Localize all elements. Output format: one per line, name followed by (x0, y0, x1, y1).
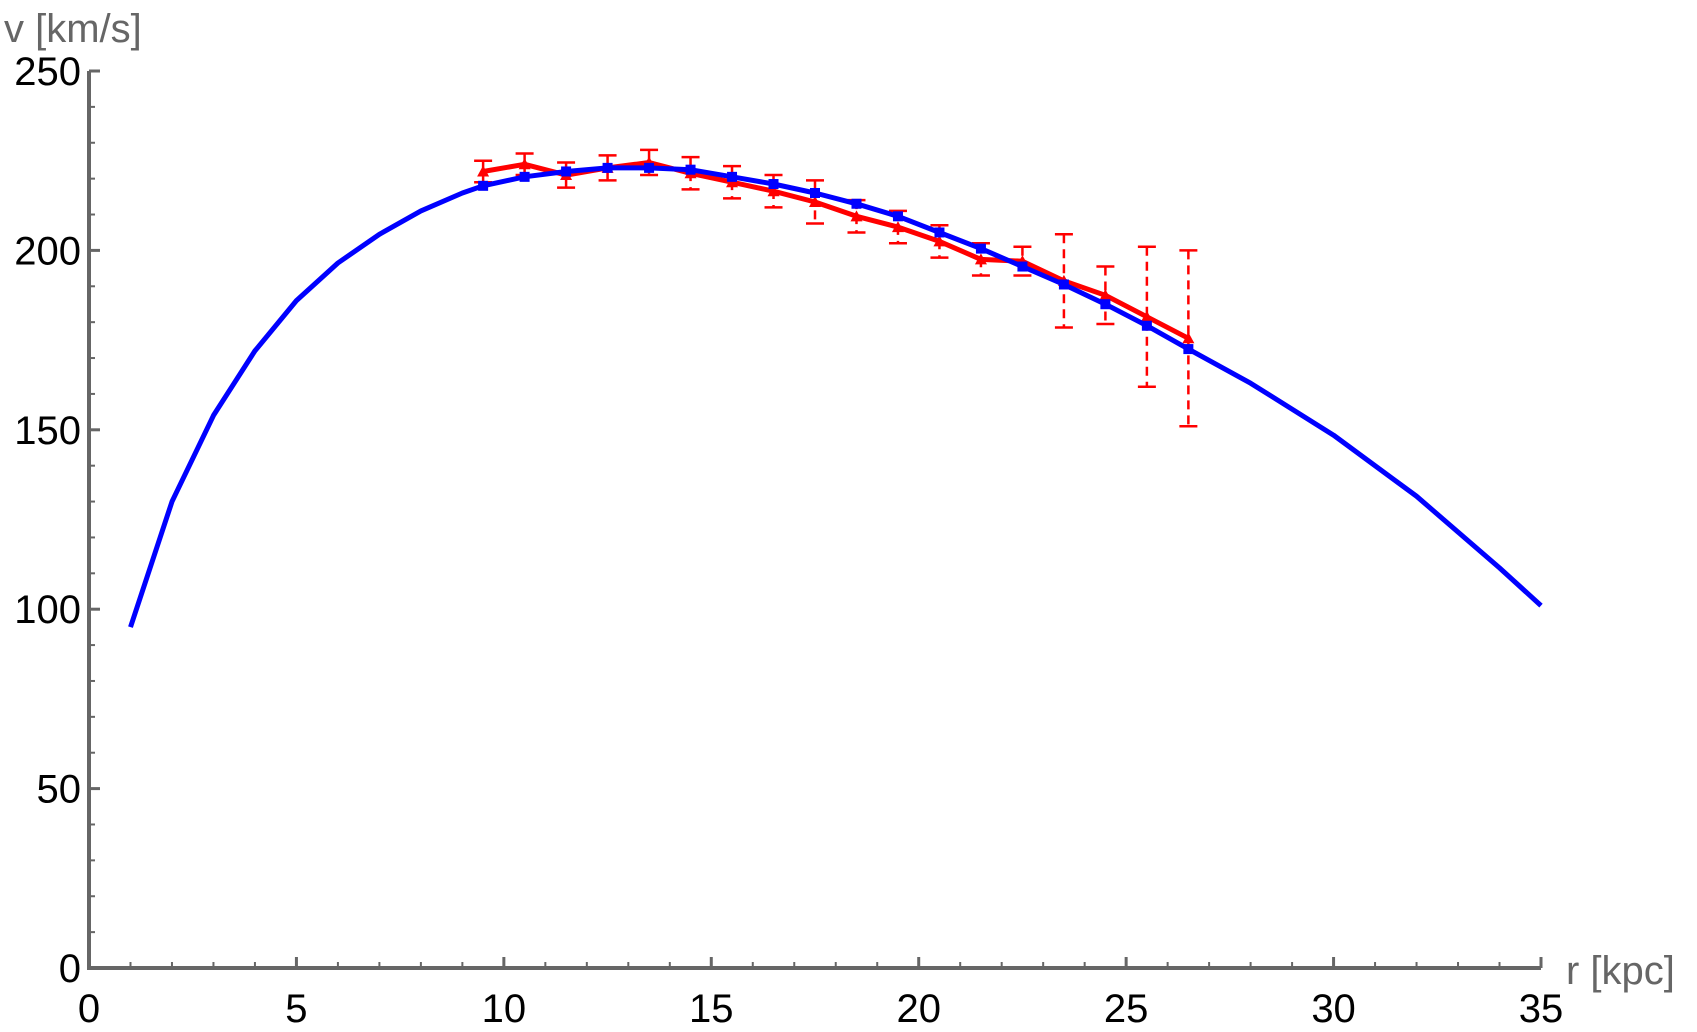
y-tick-label: 50 (37, 768, 82, 812)
point-marker (1017, 261, 1028, 272)
series-line (128, 165, 1543, 628)
y-tick-label: 250 (14, 50, 81, 94)
point-marker (685, 164, 696, 175)
x-tick-label: 30 (1311, 987, 1356, 1031)
point-marker (851, 198, 862, 209)
point-marker (810, 187, 820, 198)
point-marker (478, 180, 489, 191)
series-0 (474, 148, 1198, 428)
point-marker (727, 171, 738, 182)
point-marker (809, 195, 821, 207)
axes: 0 5 10 15 20 25 30 35 0 50 100 150 200 250 (14, 50, 1563, 1031)
x-tick-label: 0 (78, 987, 100, 1031)
point-marker (518, 158, 531, 170)
point-marker (1141, 320, 1152, 331)
series-layer (128, 148, 1543, 628)
point-marker (519, 171, 530, 182)
x-tick-label: 25 (1104, 987, 1149, 1031)
point-marker (1099, 289, 1112, 301)
y-tick-label: 200 (14, 229, 81, 273)
point-marker (1140, 310, 1153, 322)
point-marker (1058, 279, 1069, 290)
point-marker (767, 185, 780, 197)
point-marker (891, 221, 904, 233)
x-tick-label: 10 (482, 987, 527, 1031)
point-marker (850, 210, 863, 222)
point-marker (768, 179, 779, 190)
point-marker (1100, 299, 1111, 310)
point-marker (892, 211, 903, 222)
point-marker (602, 162, 613, 173)
y-tick-label: 0 (59, 947, 81, 991)
x-tick-label: 35 (1519, 987, 1564, 1031)
point-marker (561, 166, 572, 177)
point-marker (644, 162, 655, 173)
point-marker (1182, 332, 1195, 344)
x-tick-label: 5 (285, 987, 307, 1031)
y-tick-label: 100 (14, 588, 81, 632)
y-tick-label: 150 (14, 409, 81, 453)
point-marker (1183, 344, 1194, 355)
series-line (482, 160, 1190, 341)
series-1 (128, 162, 1543, 628)
point-marker (934, 227, 945, 238)
point-marker (933, 235, 946, 247)
x-tick-label: 15 (689, 987, 734, 1031)
x-tick-label: 20 (896, 987, 941, 1031)
y-axis-title: v [km/s] (4, 7, 142, 51)
point-marker (974, 253, 987, 265)
point-marker (477, 165, 490, 177)
x-axis-title: r [kpc] (1566, 949, 1675, 993)
point-marker (975, 243, 986, 254)
